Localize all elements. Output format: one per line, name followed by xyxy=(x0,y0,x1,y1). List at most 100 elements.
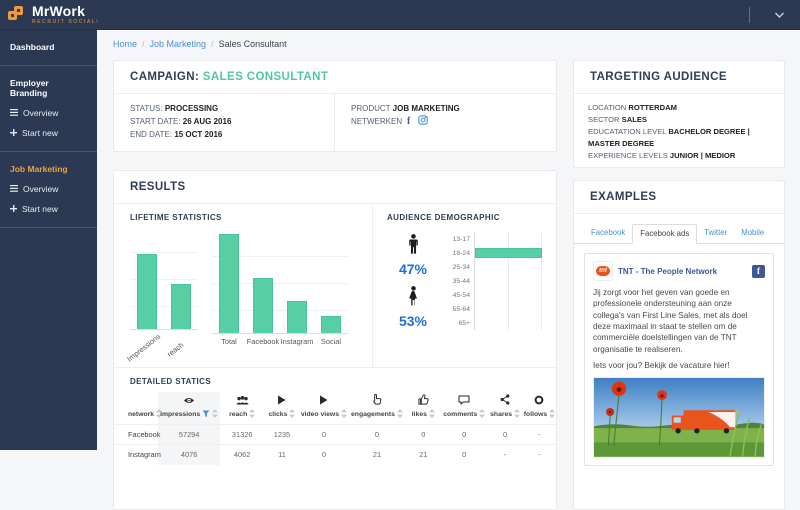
cell-follows: - xyxy=(522,424,556,445)
main-content: Home / Job Marketing / Sales Consultant CAMP… xyxy=(97,30,800,510)
column-header-follows[interactable]: follows xyxy=(523,392,556,425)
campaign-title-value: SALES CONSULTANT xyxy=(202,71,329,83)
column-header-engagements[interactable]: engagements xyxy=(348,392,405,425)
bar-social xyxy=(321,316,341,333)
cell-network: Instagram xyxy=(114,444,161,465)
breadcrumb-home[interactable]: Home xyxy=(113,39,138,49)
campaign-field-start-date: START DATE: 26 AUG 2016 xyxy=(130,115,318,128)
male-icon xyxy=(408,234,418,254)
sort-icon xyxy=(289,409,296,420)
column-header-network[interactable]: network xyxy=(114,392,163,425)
targeting-label: EXPERIENCE LEVELS xyxy=(588,151,668,160)
targeting-title: TARGETING AUDIENCE xyxy=(574,61,784,94)
lifetime-statistics-panel: LIFETIME STATISTICS Impressions reach Tota… xyxy=(114,204,373,367)
sidebar-item-job-marketing-start-new[interactable]: Start new xyxy=(0,199,97,219)
targeting-audience-card: TARGETING AUDIENCE LOCATION ROTTERDAM SEC… xyxy=(573,60,785,168)
sidebar-item-employer-branding[interactable]: Employer Branding xyxy=(10,78,49,98)
sort-icon xyxy=(549,409,556,420)
table-row-facebook: Facebook 57294 31326 1235 0 0 0 0 0- xyxy=(114,424,556,445)
chevron-down-icon xyxy=(774,12,784,18)
sidebar-section-dashboard: Dashboard xyxy=(0,30,97,66)
column-header-likes[interactable]: likes xyxy=(406,392,441,425)
sidebar-item-job-marketing-overview[interactable]: Overview xyxy=(0,179,97,199)
breadcrumb-job-marketing[interactable]: Job Marketing xyxy=(149,39,207,49)
brand-tagline: RECRUIT SOCIAL! xyxy=(32,19,100,25)
cell-follows: - xyxy=(522,444,556,465)
audience-demographic-title: AUDIENCE DEMOGRAPHIC xyxy=(387,213,500,222)
campaign-title: CAMPAIGN: SALES CONSULTANT xyxy=(114,61,556,94)
bar-chart-labels: Impressions reach xyxy=(125,332,198,364)
comment-icon xyxy=(458,395,470,407)
menu-icon xyxy=(10,184,18,194)
column-header-impressions[interactable]: impressions xyxy=(158,392,221,425)
age-bar-18-24 xyxy=(475,248,542,258)
column-header-comments[interactable]: comments xyxy=(441,392,487,425)
cell-video-views: 0 xyxy=(299,444,349,465)
bar-label-instagram: Instagram xyxy=(280,337,314,346)
sidebar-item-label: Start new xyxy=(22,204,58,214)
age-row-45-54: 45-54 xyxy=(447,288,542,302)
bar-facebook xyxy=(253,277,273,333)
cell-shares: - xyxy=(487,444,523,465)
brand-logo[interactable]: MrWork RECRUIT SOCIAL! xyxy=(0,4,99,25)
column-label: engagements xyxy=(351,411,395,418)
age-row-18-24: 18-24 xyxy=(447,246,542,260)
age-bar-track xyxy=(474,274,542,288)
age-label: 55-64 xyxy=(452,305,470,313)
targeting-label: LOCATION xyxy=(588,103,627,112)
facebook-icon: f xyxy=(406,115,414,129)
age-label: 13-17 xyxy=(452,235,470,243)
column-header-shares[interactable]: shares xyxy=(487,392,522,425)
bar-label-facebook: Facebook xyxy=(246,337,280,346)
cell-shares: 0 xyxy=(487,424,523,445)
cell-engagements: 0 xyxy=(348,424,406,445)
sidebar-section-employer-branding: Employer Branding Overview Start new xyxy=(0,66,97,152)
circle-icon xyxy=(534,395,544,407)
breadcrumb-sales-consultant: Sales Consultant xyxy=(218,39,287,49)
campaign-field-status: STATUS: PROCESSING xyxy=(130,102,318,115)
column-label: likes xyxy=(411,411,427,418)
examples-title: EXAMPLES xyxy=(574,181,784,214)
column-header-clicks[interactable]: clicks xyxy=(264,392,299,425)
breadcrumb: Home / Job Marketing / Sales Consultant xyxy=(113,39,287,49)
female-percentage: 53% xyxy=(398,313,428,329)
column-header-reach[interactable]: reach xyxy=(220,392,264,425)
bar-impressions xyxy=(137,253,157,329)
tab-twitter[interactable]: Twitter xyxy=(704,228,728,237)
facebook-ad-preview: tnt TNT - The People Network f Jij zorgt… xyxy=(584,253,774,466)
column-label: network xyxy=(128,411,155,418)
field-value: 15 OCT 2016 xyxy=(174,130,223,139)
sidebar: Dashboard Employer Branding Overview Start … xyxy=(0,30,97,450)
sidebar-item-employer-branding-overview[interactable]: Overview xyxy=(0,103,97,123)
targeting-row-sector: SECTOR SALES xyxy=(588,114,770,126)
tab-facebook-ads[interactable]: Facebook ads xyxy=(632,224,698,244)
user-menu-toggle[interactable] xyxy=(766,0,792,29)
detailed-statics-title: DETAILED STATICS xyxy=(130,377,212,386)
tab-facebook[interactable]: Facebook xyxy=(591,228,626,237)
cell-likes: 0 xyxy=(405,424,442,445)
sidebar-item-job-marketing[interactable]: Job Marketing xyxy=(10,164,68,174)
plus-icon xyxy=(10,128,17,138)
people-icon xyxy=(236,396,249,407)
examples-card: EXAMPLES Facebook Facebook ads Twitter Mobi… xyxy=(573,180,785,510)
cell-clicks: 1235 xyxy=(264,424,300,445)
hand-icon xyxy=(371,394,382,407)
cell-likes: 21 xyxy=(405,444,442,465)
column-header-video-views[interactable]: video views xyxy=(300,392,349,425)
sort-icon xyxy=(156,409,163,420)
ad-page-name[interactable]: TNT - The People Network xyxy=(618,266,718,276)
age-bar-track xyxy=(474,302,542,316)
sidebar-item-employer-branding-start-new[interactable]: Start new xyxy=(0,123,97,143)
bar-reach xyxy=(171,284,191,329)
brand-name: MrWork xyxy=(32,3,86,19)
age-bar-track xyxy=(474,260,542,274)
cell-impressions: 4076 xyxy=(158,444,221,465)
age-row-55-64: 55-64 xyxy=(447,302,542,316)
age-bar-track xyxy=(474,316,542,330)
sort-icon xyxy=(396,409,403,420)
sidebar-item-dashboard[interactable]: Dashboard xyxy=(10,42,55,52)
ad-cta-text: Iets voor jou? Bekijk de vacature hier! xyxy=(593,360,730,370)
top-bar: MrWork RECRUIT SOCIAL! xyxy=(0,0,800,30)
tab-mobile[interactable]: Mobile xyxy=(741,228,765,237)
breadcrumb-separator: / xyxy=(142,39,145,49)
